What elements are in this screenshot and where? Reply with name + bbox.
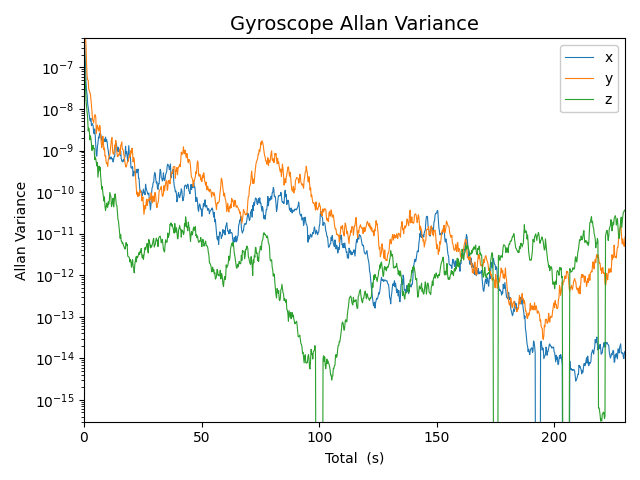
z xyxy=(299,349,307,355)
x xyxy=(299,215,307,220)
z xyxy=(621,207,629,213)
z xyxy=(319,356,327,362)
Y-axis label: Allan Variance: Allan Variance xyxy=(15,180,29,279)
z xyxy=(513,246,520,252)
y xyxy=(512,305,520,311)
y xyxy=(299,183,307,189)
y xyxy=(319,208,326,214)
x xyxy=(81,28,88,34)
x xyxy=(621,350,629,356)
Line: z: z xyxy=(84,44,625,480)
z xyxy=(136,252,143,257)
x xyxy=(452,259,460,264)
Title: Gyroscope Allan Variance: Gyroscope Allan Variance xyxy=(230,15,479,34)
y xyxy=(540,336,547,342)
y xyxy=(621,234,629,240)
z xyxy=(81,41,88,47)
Line: x: x xyxy=(84,31,625,480)
Legend: x, y, z: x, y, z xyxy=(560,45,618,112)
z xyxy=(452,266,460,272)
y xyxy=(502,274,510,279)
z xyxy=(502,245,510,251)
y xyxy=(81,0,88,1)
X-axis label: Total  (s): Total (s) xyxy=(324,451,384,465)
y xyxy=(452,242,460,248)
x xyxy=(502,289,510,295)
y xyxy=(136,188,143,193)
Line: y: y xyxy=(84,0,625,339)
x xyxy=(136,185,143,191)
x xyxy=(512,302,520,308)
x xyxy=(319,215,326,220)
